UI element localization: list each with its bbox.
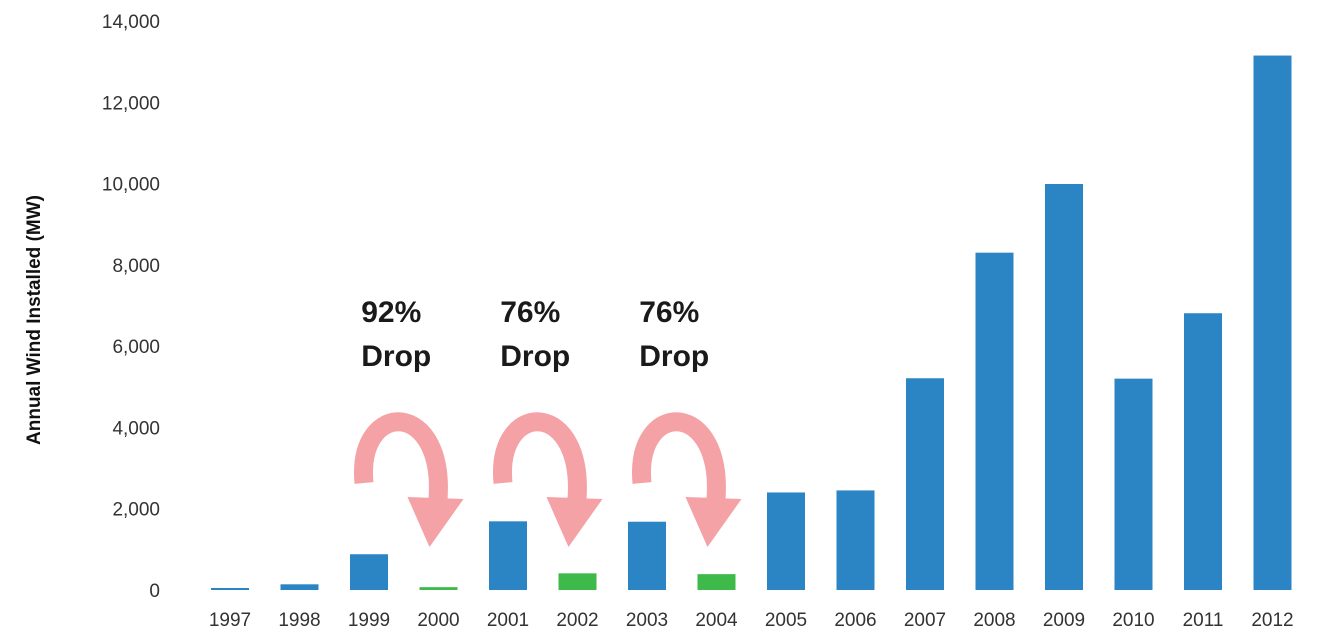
- y-tick-label: 0: [149, 581, 160, 602]
- y-tick-label: 2,000: [112, 500, 160, 521]
- drop-percent-label: 76%: [639, 296, 699, 329]
- bar-2000: [419, 587, 458, 590]
- x-tick-label: 2009: [1043, 610, 1085, 631]
- x-tick-label: 1999: [348, 610, 390, 631]
- bar-2007: [906, 378, 944, 590]
- drop-arrow-shaft: [493, 412, 587, 506]
- y-axis-label-group: Annual Wind Installed (MW): [24, 195, 45, 445]
- bar-1997: [211, 588, 249, 590]
- bar-2011: [1184, 313, 1222, 590]
- bar-2010: [1114, 378, 1153, 590]
- drop-word-label: Drop: [639, 340, 709, 373]
- drop-arrow-head: [685, 497, 742, 547]
- drop-arrow-head: [407, 497, 464, 547]
- x-tick-label: 2002: [556, 610, 598, 631]
- drop-arrow: [632, 412, 742, 547]
- y-tick-label: 4,000: [112, 418, 160, 439]
- drop-arrow-shaft: [354, 412, 448, 506]
- bar-2009: [1045, 183, 1083, 591]
- drop-arrow-shaft: [632, 412, 726, 506]
- bar-2005: [767, 492, 805, 590]
- bar-2004: [697, 574, 736, 590]
- x-tick-label: 2000: [417, 610, 459, 631]
- x-tick-label: 2001: [487, 610, 529, 631]
- x-tick-label: 1997: [209, 610, 251, 631]
- x-tick-label: 2011: [1183, 610, 1224, 631]
- drop-arrow-head: [546, 497, 603, 547]
- bar-1999: [350, 554, 388, 590]
- bar-2002: [558, 573, 597, 590]
- x-tick-label: 2008: [973, 610, 1015, 631]
- drop-word-label: Drop: [361, 340, 431, 373]
- x-tick-labels: 1997 1998 1999 2000 2001 2002 2003 2004 2005 2006…: [209, 610, 1294, 631]
- bar-2003: [628, 521, 666, 590]
- x-tick-label: 1998: [278, 610, 320, 631]
- x-tick-label: 2010: [1112, 610, 1154, 631]
- y-tick-label: 12,000: [102, 93, 160, 114]
- x-tick-label: 2003: [626, 610, 668, 631]
- y-tick-labels: 0 2,000 4,000 6,000 8,000 10,000 12,000 14,000: [102, 12, 160, 602]
- x-tick-label: 2005: [765, 610, 807, 631]
- drop-annotations: 92% Drop 76% Drop 76% Drop: [361, 296, 709, 373]
- drop-percent-label: 92%: [361, 296, 421, 329]
- x-tick-label: 2012: [1251, 610, 1293, 631]
- drop-arrow: [354, 412, 464, 547]
- y-tick-label: 14,000: [102, 12, 160, 33]
- y-tick-label: 8,000: [112, 256, 160, 277]
- x-tick-label: 2006: [834, 610, 876, 631]
- y-axis-label: Annual Wind Installed (MW): [24, 195, 45, 445]
- drop-word-label: Drop: [500, 340, 570, 373]
- bar-2012: [1253, 55, 1292, 590]
- drop-percent-label: 76%: [500, 296, 560, 329]
- bar-2006: [836, 490, 875, 590]
- bars: [211, 55, 1292, 591]
- x-tick-label: 2007: [904, 610, 946, 631]
- bar-2008: [975, 252, 1014, 590]
- y-tick-label: 6,000: [112, 337, 160, 358]
- x-tick-label: 2004: [695, 610, 738, 631]
- y-tick-label: 10,000: [102, 175, 160, 196]
- drop-arrow: [493, 412, 603, 547]
- drop-arrows: [354, 412, 742, 547]
- bar-2001: [489, 521, 527, 590]
- bar-1998: [280, 584, 319, 590]
